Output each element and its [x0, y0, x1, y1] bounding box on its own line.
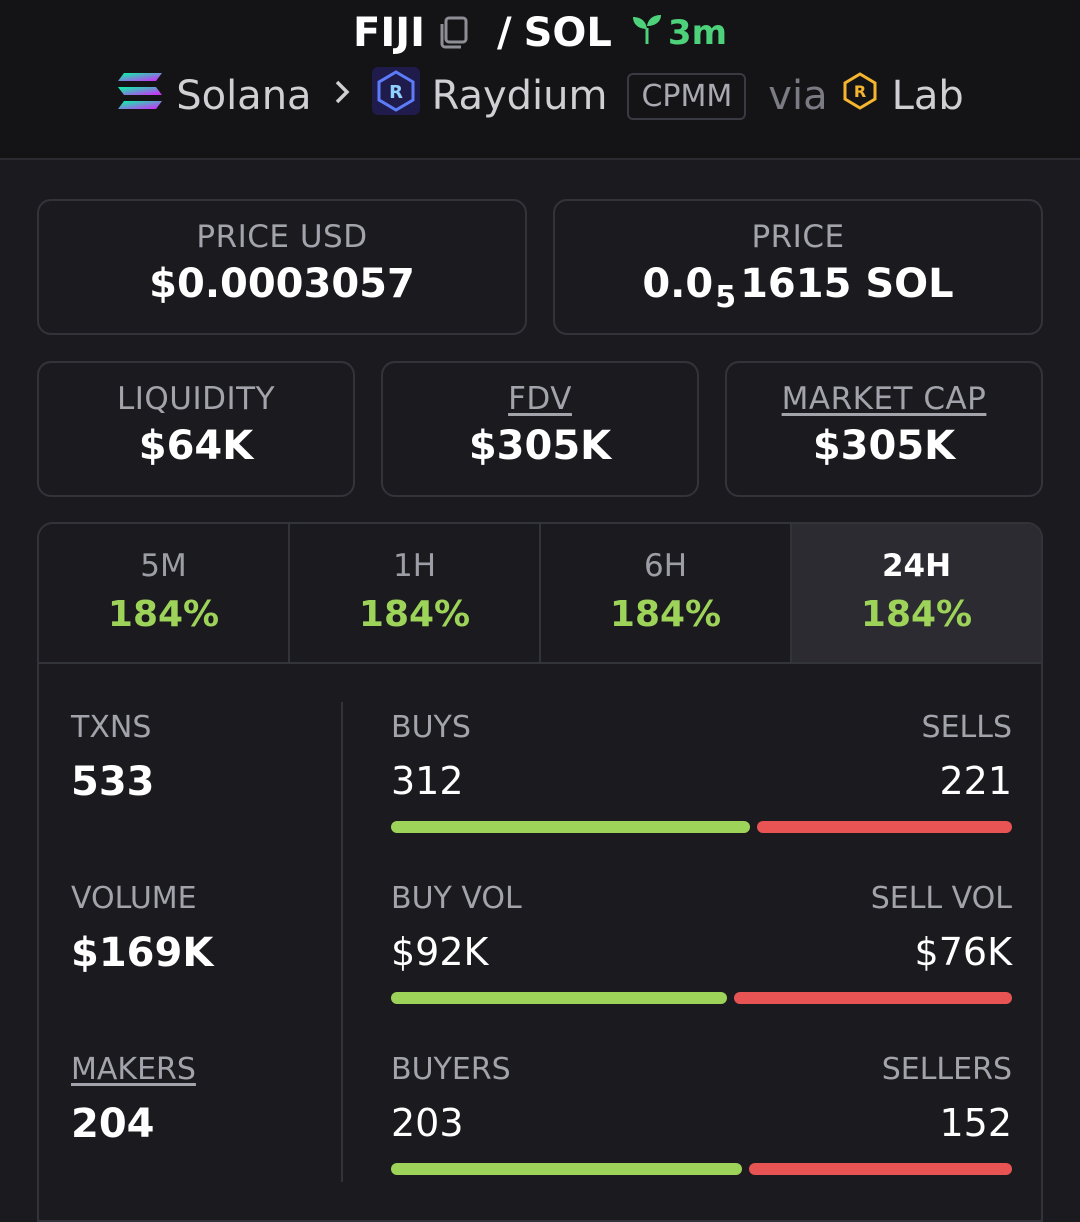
buys-label: BUYS	[391, 710, 471, 745]
tab-label: 5M	[140, 548, 187, 584]
pair-age: 3m	[630, 12, 727, 55]
makers-split: BUYERS SELLERS 203 152	[391, 1052, 1012, 1175]
tab-6h[interactable]: 6H 184%	[541, 524, 792, 662]
buy-vol-bar-segment	[391, 992, 728, 1004]
price-usd-label: PRICE USD	[196, 219, 368, 255]
tab-5m[interactable]: 5M 184%	[39, 524, 290, 662]
via-label: via	[768, 73, 828, 119]
price-usd-value: $0.0003057	[149, 261, 415, 307]
tab-change-value: 184%	[107, 594, 220, 635]
makers-value: 204	[71, 1101, 155, 1147]
buy-vol-value: $92K	[391, 930, 489, 974]
buyers-bar-segment	[391, 1163, 743, 1175]
makers-bar	[391, 1163, 1012, 1175]
pool-type-badge: CPMM	[627, 72, 747, 120]
price-usd-card: PRICE USD $0.0003057	[37, 199, 527, 335]
fdv-label[interactable]: FDV	[508, 381, 572, 417]
volume-bar	[391, 992, 1012, 1004]
svg-text:R: R	[853, 82, 865, 101]
price-native-suffix: 1615 SOL	[740, 261, 954, 307]
market-cap-label[interactable]: MARKET CAP	[781, 381, 987, 417]
tab-change-value: 184%	[609, 594, 722, 635]
tab-label: 1H	[392, 548, 437, 584]
raydium-logo-icon: R	[371, 67, 420, 125]
price-native-card: PRICE 0.05 1615 SOL	[553, 199, 1043, 335]
buys-bar-segment	[391, 821, 751, 833]
volume-label: VOLUME	[71, 881, 197, 916]
sell-vol-bar-segment	[734, 992, 1012, 1004]
copy-icon[interactable]	[437, 16, 471, 50]
liquidity-value: $64K	[138, 423, 254, 469]
sells-label: SELLS	[921, 710, 1012, 745]
tab-change-value: 184%	[358, 594, 471, 635]
sell-vol-value: $76K	[914, 930, 1012, 974]
tab-label: 24H	[881, 548, 952, 584]
solana-logo-icon	[116, 71, 164, 121]
liquidity-label: LIQUIDITY	[116, 381, 276, 417]
fdv-value: $305K	[468, 423, 612, 469]
tab-label: 6H	[643, 548, 688, 584]
sells-bar-segment	[757, 821, 1012, 833]
liquidity-card: LIQUIDITY $64K	[37, 361, 355, 497]
buys-value: 312	[391, 759, 464, 803]
svg-text:R: R	[389, 82, 403, 103]
sellers-value: 152	[939, 1101, 1012, 1145]
sellers-bar-segment	[749, 1163, 1012, 1175]
buys-sells-bar	[391, 821, 1012, 833]
base-token-symbol: FIJI	[353, 10, 425, 56]
buys-sells-split: BUYS SELLS 312 221	[391, 710, 1012, 833]
timeframe-tabs: 5M 184% 1H 184% 6H 184% 24H 184%	[39, 524, 1041, 664]
price-native-value: 0.05 1615 SOL	[555, 261, 1041, 315]
price-native-prefix: 0.0	[642, 261, 714, 307]
tab-24h[interactable]: 24H 184%	[792, 524, 1041, 662]
chevron-right-icon	[332, 76, 352, 116]
buy-vol-label: BUY VOL	[391, 881, 522, 916]
txns-value: 533	[71, 759, 155, 805]
quote-token-symbol: SOL	[523, 10, 612, 56]
volume-metric: VOLUME $169K	[71, 881, 213, 976]
market-cap-card: MARKET CAP $305K	[725, 361, 1043, 497]
sell-vol-label: SELL VOL	[870, 881, 1012, 916]
volume-split: BUY VOL SELL VOL $92K $76K	[391, 881, 1012, 1004]
makers-label[interactable]: MAKERS	[71, 1052, 196, 1087]
launchlab-logo-icon: R	[840, 71, 880, 121]
sells-value: 221	[939, 759, 1012, 803]
makers-metric: MAKERS 204	[71, 1052, 196, 1147]
breadcrumb: Solana R Raydium CPMM via R Lab	[0, 67, 1080, 125]
market-cap-value: $305K	[812, 423, 956, 469]
pair-title: FIJI / SOL 3m	[0, 8, 1080, 58]
volume-value: $169K	[71, 930, 214, 976]
seedling-icon	[630, 12, 664, 55]
pair-slash: /	[496, 10, 512, 56]
price-native-label: PRICE	[751, 219, 845, 255]
buyers-value: 203	[391, 1101, 464, 1145]
dex-link[interactable]: Raydium	[431, 73, 608, 119]
txns-metric: TXNS 533	[71, 710, 155, 805]
tab-change-value: 184%	[860, 594, 973, 635]
chain-link[interactable]: Solana	[176, 73, 312, 119]
column-divider	[341, 702, 343, 1182]
fdv-card: FDV $305K	[381, 361, 699, 497]
pair-age-value: 3m	[667, 13, 727, 53]
stats-panel: 5M 184% 1H 184% 6H 184% 24H 184% TXNS 53…	[37, 522, 1043, 1222]
launchpad-link[interactable]: Lab	[891, 73, 964, 119]
sellers-label: SELLERS	[881, 1052, 1012, 1087]
buyers-label: BUYERS	[391, 1052, 511, 1087]
txns-label: TXNS	[71, 710, 152, 745]
pair-header: FIJI / SOL 3m	[0, 0, 1080, 160]
price-native-zero-count: 5	[715, 280, 737, 315]
tab-1h[interactable]: 1H 184%	[290, 524, 541, 662]
